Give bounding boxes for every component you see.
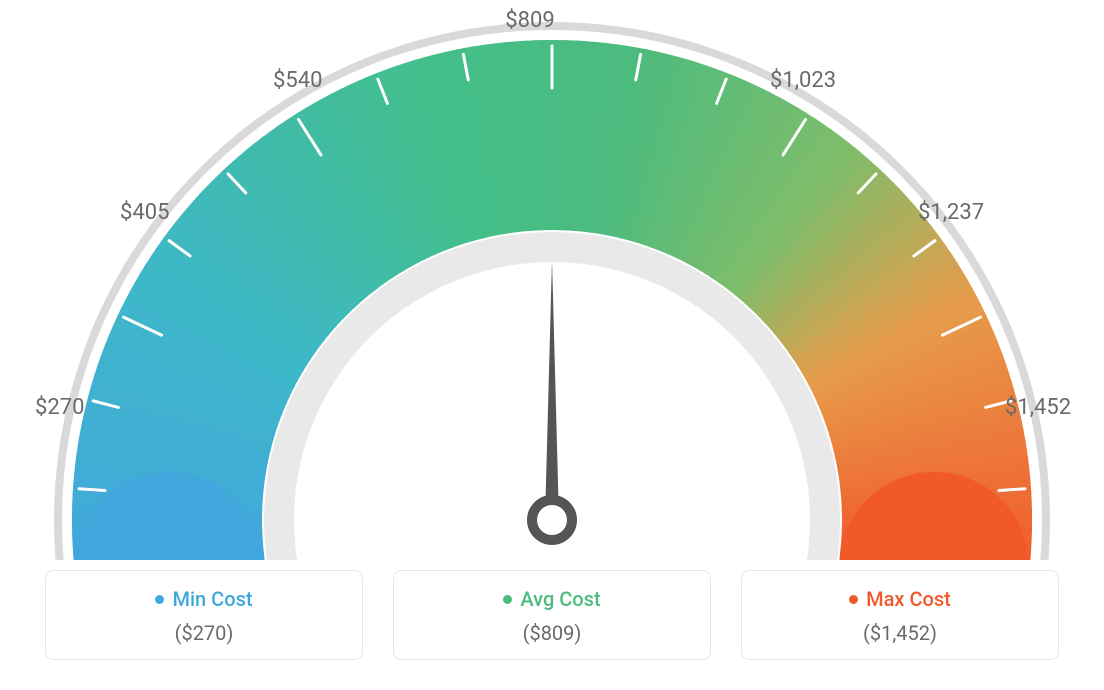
gauge-tick-label: $405	[120, 200, 169, 225]
gauge: $270 $405 $540 $809 $1,023 $1,237 $1,452	[0, 0, 1104, 560]
legend-dot-max	[849, 595, 858, 604]
gauge-svg	[0, 0, 1104, 560]
gauge-tick-label: $540	[273, 68, 322, 93]
legend-dot-min	[155, 595, 164, 604]
gauge-tick-label: $1,452	[1005, 395, 1071, 420]
legend-label-min: Min Cost	[172, 587, 252, 611]
legend-card-avg: Avg Cost ($809)	[393, 570, 711, 660]
legend-row: Min Cost ($270) Avg Cost ($809) Max Cost…	[45, 570, 1059, 660]
gauge-tick-label: $270	[35, 395, 84, 420]
gauge-tick-label: $809	[505, 8, 554, 33]
legend-title-max: Max Cost	[849, 587, 951, 611]
chart-container: $270 $405 $540 $809 $1,023 $1,237 $1,452 Min C…	[0, 0, 1104, 690]
legend-value-min: ($270)	[46, 621, 362, 645]
legend-dot-avg	[503, 595, 512, 604]
gauge-tick-label: $1,237	[918, 200, 984, 225]
legend-value-avg: ($809)	[394, 621, 710, 645]
legend-card-max: Max Cost ($1,452)	[741, 570, 1059, 660]
legend-label-max: Max Cost	[866, 587, 951, 611]
legend-title-avg: Avg Cost	[503, 587, 600, 611]
legend-value-max: ($1,452)	[742, 621, 1058, 645]
gauge-tick-label: $1,023	[770, 68, 836, 93]
legend-label-avg: Avg Cost	[520, 587, 600, 611]
legend-title-min: Min Cost	[155, 587, 252, 611]
legend-card-min: Min Cost ($270)	[45, 570, 363, 660]
